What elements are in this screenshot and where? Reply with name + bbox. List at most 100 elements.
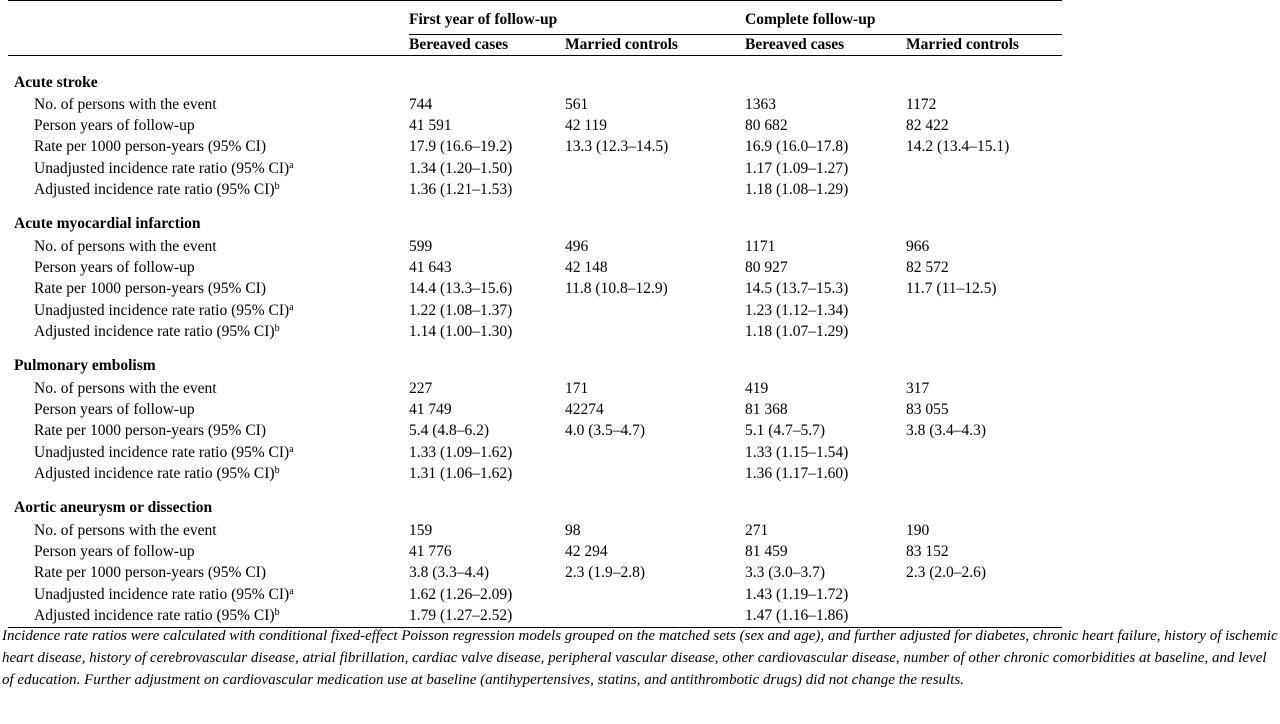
- value-cell: [906, 322, 1062, 343]
- value-cell: 1171: [745, 237, 776, 255]
- value-cell: 5.1 (4.7–5.7): [745, 422, 826, 440]
- value-cell: 271: [745, 521, 769, 539]
- row-label-text: Unadjusted incidence rate ratio (95% CI): [34, 301, 290, 319]
- row-label-text: No. of persons with the event: [34, 237, 217, 255]
- table-row: Person years of follow-up 41 776 42 294 81 …: [8, 541, 1062, 562]
- table-row: No. of persons with the event 227 171 419 31…: [8, 378, 1062, 399]
- row-label-text: Unadjusted incidence rate ratio (95% CI): [34, 585, 290, 603]
- section-row: Pulmonary embolism: [8, 343, 1062, 378]
- row-label: Unadjusted incidence rate ratio (95% CI)…: [8, 300, 409, 321]
- value-cell: [906, 158, 1062, 179]
- value-cell: 561: [565, 95, 589, 113]
- table-row: Adjusted incidence rate ratio (95% CI)b 1…: [8, 463, 1062, 484]
- value-cell: 80 927: [745, 259, 788, 277]
- value-cell: 81 368: [745, 400, 788, 418]
- row-label-text: No. of persons with the event: [34, 95, 217, 113]
- table-row: Adjusted incidence rate ratio (95% CI)b 1…: [8, 605, 1062, 628]
- table-row: Rate per 1000 person-years (95% CI) 5.4 (…: [8, 421, 1062, 442]
- value-cell: [565, 442, 745, 463]
- section-row: Acute stroke: [8, 56, 1062, 95]
- footnote-marker: b: [274, 323, 280, 335]
- value-cell: 42 119: [565, 117, 608, 135]
- value-cell: 1.79 (1.27–2.52): [409, 607, 513, 625]
- value-cell: 41 591: [409, 117, 452, 135]
- value-cell: 14.2 (13.4–15.1): [906, 138, 1010, 156]
- table-row: Unadjusted incidence rate ratio (95% CI)…: [8, 300, 1062, 321]
- header-group-row: First year of follow-up Complete follow-…: [8, 0, 1062, 35]
- row-label: Rate per 1000 person-years (95% CI): [8, 279, 409, 300]
- value-cell: 14.5 (13.7–15.3): [745, 280, 849, 298]
- value-cell: [906, 442, 1062, 463]
- table-row: No. of persons with the event 159 98 271 190: [8, 520, 1062, 541]
- row-label: Adjusted incidence rate ratio (95% CI)b: [8, 322, 409, 343]
- table-footnote: Incidence rate ratios were calculated wi…: [2, 628, 1278, 688]
- footnote-marker: a: [289, 443, 294, 455]
- value-cell: 83 055: [906, 400, 949, 418]
- value-cell: [565, 463, 745, 484]
- results-table-container: First year of follow-up Complete follow-…: [8, 0, 1062, 628]
- header-complete-follow-up: Complete follow-up: [745, 10, 876, 28]
- value-cell: 1172: [906, 95, 937, 113]
- header-bereaved-first-year: Bereaved cases: [409, 34, 565, 56]
- value-cell: 2.3 (1.9–2.8): [565, 564, 646, 582]
- value-cell: 14.4 (13.3–15.6): [409, 280, 513, 298]
- value-cell: [565, 584, 745, 605]
- value-cell: 1.62 (1.26–2.09): [409, 585, 513, 603]
- row-label-text: No. of persons with the event: [34, 379, 217, 397]
- header-blank-cell: [8, 1, 409, 35]
- value-cell: 1.33 (1.15–1.54): [745, 443, 849, 461]
- value-cell: 41 749: [409, 400, 452, 418]
- value-cell: 1.23 (1.12–1.34): [745, 301, 849, 319]
- row-label-text: No. of persons with the event: [34, 521, 217, 539]
- value-cell: 16.9 (16.0–17.8): [745, 138, 849, 156]
- value-cell: 3.3 (3.0–3.7): [745, 564, 826, 582]
- value-cell: 42274: [565, 400, 604, 418]
- value-cell: 41 643: [409, 259, 452, 277]
- table-row: Rate per 1000 person-years (95% CI) 14.4 …: [8, 279, 1062, 300]
- value-cell: [565, 158, 745, 179]
- row-label: Adjusted incidence rate ratio (95% CI)b: [8, 180, 409, 201]
- section-title: Acute myocardial infarction: [14, 215, 201, 233]
- value-cell: 1.31 (1.06–1.62): [409, 465, 513, 483]
- value-cell: 1.43 (1.19–1.72): [745, 585, 849, 603]
- value-cell: [565, 180, 745, 201]
- footnote-marker: a: [289, 159, 294, 171]
- value-cell: [906, 584, 1062, 605]
- value-cell: 171: [565, 379, 589, 397]
- table-row: Person years of follow-up 41 591 42 119 80 …: [8, 115, 1062, 136]
- value-cell: 159: [409, 521, 433, 539]
- footnote-marker: b: [274, 465, 280, 477]
- value-cell: 419: [745, 379, 769, 397]
- value-cell: 227: [409, 379, 433, 397]
- section-title: Acute stroke: [14, 73, 98, 91]
- table-header: First year of follow-up Complete follow-…: [8, 0, 1062, 56]
- value-cell: 82 422: [906, 117, 949, 135]
- table-row: Rate per 1000 person-years (95% CI) 3.8 (…: [8, 563, 1062, 584]
- value-cell: 2.3 (2.0–2.6): [906, 564, 987, 582]
- table-row: No. of persons with the event 599 496 1171 9…: [8, 236, 1062, 257]
- section-row: Acute myocardial infarction: [8, 201, 1062, 236]
- row-label: Person years of follow-up: [8, 257, 409, 278]
- row-label: Unadjusted incidence rate ratio (95% CI)…: [8, 584, 409, 605]
- footnote-marker: a: [289, 585, 294, 597]
- section-row: Aortic aneurysm or dissection: [8, 485, 1062, 520]
- row-label-text: Person years of follow-up: [34, 259, 195, 277]
- table-body: Acute stroke No. of persons with the even…: [8, 56, 1062, 628]
- value-cell: 3.8 (3.4–4.3): [906, 422, 987, 440]
- header-first-year: First year of follow-up: [409, 10, 558, 28]
- incidence-table: First year of follow-up Complete follow-…: [8, 0, 1062, 628]
- value-cell: 1.34 (1.20–1.50): [409, 159, 513, 177]
- value-cell: 98: [565, 521, 581, 539]
- header-sub-row: Bereaved cases Married controls Bereaved…: [8, 34, 1062, 56]
- value-cell: 81 459: [745, 542, 788, 560]
- row-label: No. of persons with the event: [8, 520, 409, 541]
- row-label: Unadjusted incidence rate ratio (95% CI)…: [8, 158, 409, 179]
- value-cell: 11.8 (10.8–12.9): [565, 280, 668, 298]
- row-label: No. of persons with the event: [8, 236, 409, 257]
- table-row: Adjusted incidence rate ratio (95% CI)b 1…: [8, 322, 1062, 343]
- value-cell: 1.36 (1.21–1.53): [409, 181, 513, 199]
- row-label-text: Rate per 1000 person-years (95% CI): [34, 138, 266, 156]
- value-cell: 966: [906, 237, 930, 255]
- row-label: Adjusted incidence rate ratio (95% CI)b: [8, 605, 409, 627]
- value-cell: 599: [409, 237, 433, 255]
